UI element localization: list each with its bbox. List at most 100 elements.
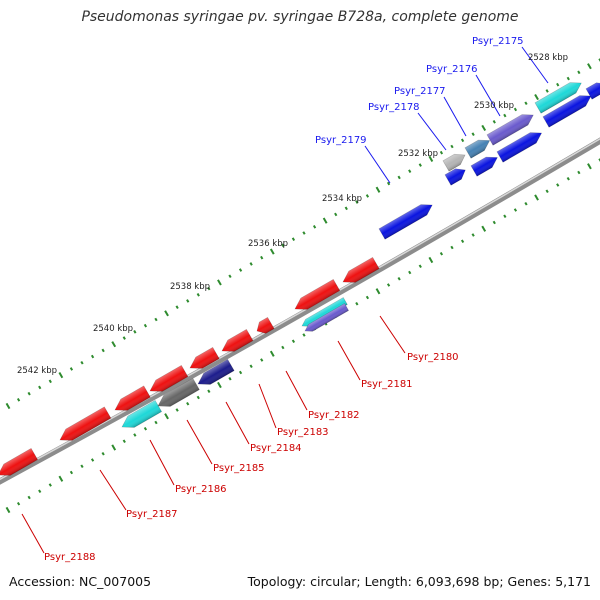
reverse-tick-dot bbox=[249, 364, 253, 369]
forward-tick-dot bbox=[101, 348, 105, 353]
forward-tick-dot bbox=[27, 391, 31, 396]
forward-tick-dot bbox=[418, 163, 422, 167]
forward-gene-steel bbox=[464, 139, 491, 159]
reverse-tick-dot bbox=[101, 451, 105, 456]
reverse-tick-dot bbox=[207, 389, 211, 394]
forward-gene-psyr-2177 bbox=[470, 156, 498, 177]
reverse-tick-dot bbox=[291, 339, 296, 344]
reverse-tick-dot bbox=[260, 358, 264, 362]
reverse-gene-purple bbox=[304, 303, 349, 332]
reverse-gene-label: Psyr_2188 bbox=[44, 552, 96, 563]
reverse-gene-label: Psyr_2183 bbox=[277, 427, 329, 438]
forward-tick-dot bbox=[344, 206, 348, 211]
reverse-gene-psyr-2180 bbox=[342, 256, 380, 283]
forward-gene-grey bbox=[442, 153, 466, 172]
forward-tick-dot bbox=[492, 119, 496, 124]
forward-gene-psyr-2175 bbox=[542, 95, 592, 128]
forward-tick-dot bbox=[312, 225, 317, 229]
forward-tick-dot bbox=[386, 181, 391, 186]
forward-label-leader bbox=[475, 74, 501, 117]
reverse-tick-dot bbox=[164, 413, 169, 420]
forward-gene-psyr-2176 bbox=[496, 132, 543, 163]
tick-label: 2540 kbp bbox=[93, 324, 133, 334]
forward-tick-dot bbox=[69, 367, 74, 371]
reverse-tick-dot bbox=[154, 420, 158, 425]
reverse-gene-label: Psyr_2187 bbox=[126, 509, 178, 520]
forward-gene-cyan bbox=[534, 82, 582, 114]
forward-tick-dot bbox=[143, 323, 148, 328]
reverse-tick-dot bbox=[27, 495, 31, 500]
forward-tick-dot bbox=[450, 144, 454, 149]
forward-label-leader bbox=[417, 112, 447, 151]
reverse-tick-dot bbox=[281, 345, 285, 350]
forward-tick-dot bbox=[48, 379, 52, 384]
reverse-tick-dot bbox=[534, 194, 539, 201]
reverse-tick-dot bbox=[38, 489, 42, 494]
reverse-label-leader bbox=[99, 469, 127, 511]
reverse-tick-dot bbox=[58, 475, 64, 482]
forward-tick-dot bbox=[439, 150, 444, 155]
reverse-tick-dot bbox=[228, 376, 232, 381]
forward-tick-dot bbox=[122, 336, 126, 340]
reverse-tick-dot bbox=[238, 370, 243, 375]
forward-tick-dot bbox=[90, 354, 95, 359]
reverse-tick-dot bbox=[217, 381, 222, 389]
reverse-gene-grey bbox=[157, 377, 200, 407]
forward-tick-dot bbox=[334, 212, 338, 217]
forward-tick-dot bbox=[322, 217, 328, 224]
reverse-label-leader bbox=[149, 439, 175, 486]
forward-tick-dot bbox=[217, 279, 222, 286]
forward-gene-label: Psyr_2179 bbox=[315, 135, 367, 146]
forward-tick-dot bbox=[598, 58, 600, 62]
forward-tick-dot bbox=[186, 299, 190, 303]
forward-gene-extra bbox=[585, 82, 600, 100]
tick-label: 2532 kbp bbox=[398, 149, 438, 159]
forward-tick-dot bbox=[154, 317, 158, 322]
forward-tick-dot bbox=[269, 248, 275, 255]
reverse-tick-dot bbox=[90, 458, 95, 462]
reverse-tick-dot bbox=[524, 201, 528, 206]
tick-label: 2536 kbp bbox=[248, 239, 288, 249]
reverse-gene-psyr-2185 bbox=[149, 364, 189, 392]
forward-tick-dot bbox=[133, 330, 137, 334]
forward-tick-dot bbox=[460, 138, 465, 143]
reverse-tick-dot bbox=[428, 256, 434, 264]
forward-tick-dot bbox=[249, 262, 253, 266]
reverse-tick-dot bbox=[69, 470, 74, 475]
forward-tick-dot bbox=[58, 372, 64, 379]
reverse-tick-dot bbox=[545, 189, 549, 194]
forward-tick-dot bbox=[503, 113, 507, 118]
reverse-tick-dot bbox=[111, 444, 117, 451]
forward-tick-dot bbox=[111, 341, 117, 348]
reverse-label-leader bbox=[21, 513, 45, 554]
reverse-tick-dot bbox=[397, 276, 401, 281]
reverse-tick-dot bbox=[302, 333, 306, 337]
forward-tick-dot bbox=[471, 132, 475, 136]
forward-tick-dot bbox=[260, 255, 264, 260]
forward-tick-dot bbox=[228, 274, 232, 279]
reverse-tick-dot bbox=[577, 170, 581, 175]
reverse-tick-dot bbox=[513, 208, 518, 212]
tick-label: 2538 kbp bbox=[170, 282, 210, 292]
forward-tick-dot bbox=[281, 243, 285, 248]
forward-tick-dot bbox=[238, 268, 243, 272]
backbone-arc bbox=[0, 137, 600, 485]
forward-gene-purple bbox=[486, 114, 534, 146]
forward-tick-dot bbox=[175, 305, 179, 309]
forward-tick-dot bbox=[164, 310, 169, 317]
reverse-tick-dot bbox=[566, 176, 570, 181]
tick-label: 2542 kbp bbox=[17, 366, 57, 376]
forward-gene-label: Psyr_2178 bbox=[368, 102, 420, 113]
reverse-tick-dot bbox=[503, 214, 507, 219]
forward-tick-dot bbox=[397, 175, 401, 180]
forward-label-leader bbox=[521, 46, 549, 84]
forward-tick-dot bbox=[291, 237, 296, 241]
forward-gene-label: Psyr_2177 bbox=[394, 86, 446, 97]
reverse-tick-dot bbox=[122, 439, 126, 444]
reverse-tick-dot bbox=[16, 501, 21, 506]
reverse-gene-psyr-2181 bbox=[294, 278, 341, 310]
forward-gene-psyr-2178 bbox=[444, 168, 466, 186]
forward-tick-dot bbox=[577, 70, 581, 75]
reverse-tick-dot bbox=[143, 426, 148, 431]
